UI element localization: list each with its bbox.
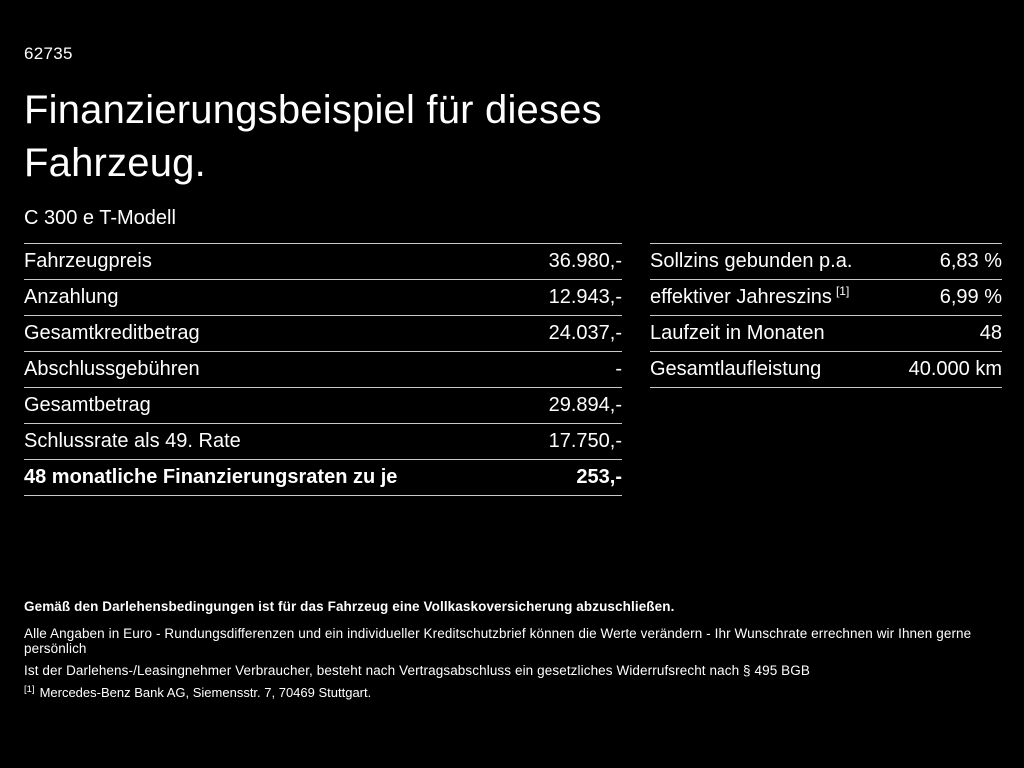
table-row: Fahrzeugpreis 36.980,- xyxy=(24,243,622,279)
bank-footnote: [1] Mercedes-Benz Bank AG, Siemensstr. 7,… xyxy=(24,683,1002,700)
row-label: Fahrzeugpreis xyxy=(24,250,152,272)
footnote-text: Mercedes-Benz Bank AG, Siemensstr. 7, 70… xyxy=(39,685,372,700)
row-value: 36.980,- xyxy=(548,250,622,272)
conditions-table: Sollzins gebunden p.a. 6,83 % effektiver… xyxy=(650,243,1002,388)
row-value: 6,99 % xyxy=(939,286,1002,308)
table-row: Gesamtbetrag 29.894,- xyxy=(24,387,622,423)
row-value: 24.037,- xyxy=(548,322,622,344)
row-label: effektiver Jahreszins [1] xyxy=(650,285,849,309)
row-label: Laufzeit in Monaten xyxy=(650,322,825,344)
footnote-reference: [1] xyxy=(835,284,850,299)
model-name: C 300 e T-Modell xyxy=(24,207,176,229)
page-title: Finanzierungsbeispiel für dieses Fahrzeu… xyxy=(24,88,602,185)
table-row: Anzahlung 12.943,- xyxy=(24,279,622,315)
row-value: - xyxy=(615,358,622,380)
row-value: 253,- xyxy=(576,466,622,488)
insurance-note: Gemäß den Darlehensbedingungen ist für d… xyxy=(24,599,675,614)
legal-note-line: Alle Angaben in Euro - Rundungsdifferenz… xyxy=(24,626,972,656)
legal-note-line: Ist der Darlehens-/Leasingnehmer Verbrau… xyxy=(24,663,810,678)
row-label: Gesamtbetrag xyxy=(24,394,151,416)
financing-tables: Fahrzeugpreis 36.980,- Anzahlung 12.943,… xyxy=(24,243,1002,496)
footer-legal-notes: Gemäß den Darlehensbedingungen ist für d… xyxy=(24,599,1002,700)
row-label: Gesamtkreditbetrag xyxy=(24,322,200,344)
vehicle-id: 62735 xyxy=(24,44,73,63)
row-value: 12.943,- xyxy=(548,286,622,308)
row-label: 48 monatliche Finanzierungsraten zu je xyxy=(24,466,398,488)
table-row: Gesamtkreditbetrag 24.037,- xyxy=(24,315,622,351)
row-label: Gesamtlaufleistung xyxy=(650,358,822,380)
row-value: 17.750,- xyxy=(548,430,622,452)
row-label-text: effektiver Jahreszins xyxy=(650,286,832,308)
row-value: 6,83 % xyxy=(939,250,1002,272)
row-value: 48 xyxy=(979,322,1002,344)
row-value: 40.000 km xyxy=(908,358,1002,380)
row-label: Anzahlung xyxy=(24,286,119,308)
row-value: 29.894,- xyxy=(548,394,622,416)
footnote-marker: [1] xyxy=(24,683,35,695)
row-label: Sollzins gebunden p.a. xyxy=(650,250,853,272)
table-row: effektiver Jahreszins [1] 6,99 % xyxy=(650,279,1002,315)
table-row: Abschlussgebühren - xyxy=(24,351,622,387)
table-row-monthly-rate: 48 monatliche Finanzierungsraten zu je 2… xyxy=(24,459,622,496)
table-row: Schlussrate als 49. Rate 17.750,- xyxy=(24,423,622,459)
row-label: Abschlussgebühren xyxy=(24,358,200,380)
row-label: Schlussrate als 49. Rate xyxy=(24,430,241,452)
table-row: Sollzins gebunden p.a. 6,83 % xyxy=(650,243,1002,279)
financing-table: Fahrzeugpreis 36.980,- Anzahlung 12.943,… xyxy=(24,243,622,496)
table-row: Gesamtlaufleistung 40.000 km xyxy=(650,351,1002,388)
table-row: Laufzeit in Monaten 48 xyxy=(650,315,1002,351)
